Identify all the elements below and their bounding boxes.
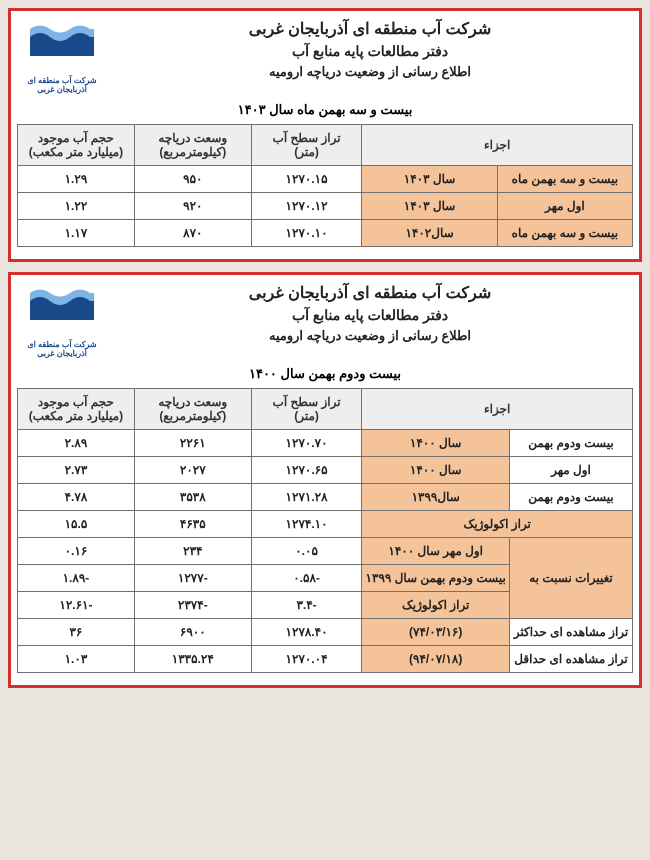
col-area: وسعت دریاچه (کیلومترمربع) <box>134 389 251 430</box>
panel2-table: اجزاء تراز سطح آب (متر) وسعت دریاچه (کیل… <box>17 388 633 673</box>
table-row: بیست ودوم بهمنسال ۱۴۰۰۱۲۷۰.۷۰۲۲۶۱۲.۸۹ <box>18 430 633 457</box>
subject-title: اطلاع رسانی از وضعیت دریاچه ارومیه <box>107 328 633 344</box>
panel-1403: شرکت آب منطقه ای آذربایجان غربی شرکت آب … <box>8 8 642 262</box>
cell-level: ۱۲۷۴.۱۰ <box>251 511 362 538</box>
cell-sub: بیست ودوم بهمن سال ۱۳۹۹ <box>362 565 510 592</box>
cell-year: سال۱۴۰۲ <box>362 220 497 247</box>
water-logo-icon <box>27 19 97 69</box>
org-title: شرکت آب منطقه ای آذربایجان غربی <box>107 19 633 39</box>
panel2-date: بیست ودوم بهمن سال ۱۴۰۰ <box>17 366 633 382</box>
cell-period: تراز مشاهده ای حداکثر <box>510 619 633 646</box>
cell-sub: تراز اکولوژیک <box>362 592 510 619</box>
table-row: تراز اکولوژیک۱۲۷۴.۱۰۴۶۳۵۱۵.۵ <box>18 511 633 538</box>
cell-period: بیست و سه بهمن ماه <box>497 166 632 193</box>
cell-period: بیست ودوم بهمن <box>510 430 633 457</box>
cell-volume: ۱.۲۲ <box>18 193 135 220</box>
cell-area: -۲۳۷۴ <box>134 592 251 619</box>
cell-level: ۰.۰۵ <box>251 538 362 565</box>
cell-area: ۴۶۳۵ <box>134 511 251 538</box>
table-row: تغییرات نسبت بهاول مهر سال ۱۴۰۰۰.۰۵۲۳۴۰.… <box>18 538 633 565</box>
col-components: اجزاء <box>362 125 633 166</box>
panel2-header: شرکت آب منطقه ای آذربایجان غربی شرکت آب … <box>17 283 633 358</box>
cell-period: اول مهر <box>510 457 633 484</box>
cell-level: ۱۲۷۰.۱۰ <box>251 220 362 247</box>
cell-area: ۳۵۳۸ <box>134 484 251 511</box>
cell-level: ۱۲۷۰.۰۴ <box>251 646 362 673</box>
dept-title: دفتر مطالعات پایه منابع آب <box>107 43 633 60</box>
col-components: اجزاء <box>362 389 633 430</box>
table-row: بیست ودوم بهمنسال۱۳۹۹۱۲۷۱.۲۸۳۵۳۸۴.۷۸ <box>18 484 633 511</box>
cell-period: بیست ودوم بهمن <box>510 484 633 511</box>
cell-volume: ۱۵.۵ <box>18 511 135 538</box>
cell-year: سال ۱۴۰۳ <box>362 166 497 193</box>
table-row: اول مهرسال ۱۴۰۰۱۲۷۰.۶۵۲۰۲۷۲.۷۳ <box>18 457 633 484</box>
cell-volume: ۱.۲۹ <box>18 166 135 193</box>
panel1-date: بیست و سه بهمن ماه سال ۱۴۰۳ <box>17 102 633 118</box>
cell-level: ۱۲۷۰.۷۰ <box>251 430 362 457</box>
cell-period: بیست و سه بهمن ماه <box>497 220 632 247</box>
cell-volume: ۰.۱۶ <box>18 538 135 565</box>
cell-volume: ۳۶ <box>18 619 135 646</box>
cell-level: ۱۲۷۰.۶۵ <box>251 457 362 484</box>
cell-volume: ۲.۷۳ <box>18 457 135 484</box>
logo-caption: شرکت آب منطقه ای آذربایجان غربی <box>17 76 107 94</box>
table-row: اول مهرسال ۱۴۰۳۱۲۷۰.۱۲۹۲۰۱.۲۲ <box>18 193 633 220</box>
cell-area: ۱۳۳۵.۲۴ <box>134 646 251 673</box>
cell-group: تغییرات نسبت به <box>510 538 633 619</box>
cell-year: سال ۱۴۰۳ <box>362 193 497 220</box>
org-title: شرکت آب منطقه ای آذربایجان غربی <box>107 283 633 303</box>
table-row: تراز مشاهده ای حداکثر(۷۴/۰۳/۱۶)۱۲۷۸.۴۰۶۹… <box>18 619 633 646</box>
org-logo: شرکت آب منطقه ای آذربایجان غربی <box>17 19 107 94</box>
cell-year: سال ۱۴۰۰ <box>362 430 510 457</box>
panel1-titles: شرکت آب منطقه ای آذربایجان غربی دفتر مطا… <box>107 19 633 84</box>
cell-level: ۱۲۷۱.۲۸ <box>251 484 362 511</box>
cell-sub: اول مهر سال ۱۴۰۰ <box>362 538 510 565</box>
table-row: تراز مشاهده ای حداقل(۹۴/۰۷/۱۸)۱۲۷۰.۰۴۱۳۳… <box>18 646 633 673</box>
cell-area: ۶۹۰۰ <box>134 619 251 646</box>
table-row: بیست و سه بهمن ماهسال۱۴۰۲۱۲۷۰.۱۰۸۷۰۱.۱۷ <box>18 220 633 247</box>
cell-volume: ۲.۸۹ <box>18 430 135 457</box>
cell-level: ۱۲۷۰.۱۲ <box>251 193 362 220</box>
cell-level: -۰.۵۸ <box>251 565 362 592</box>
cell-year: (۷۴/۰۳/۱۶) <box>362 619 510 646</box>
subject-title: اطلاع رسانی از وضعیت دریاچه ارومیه <box>107 64 633 80</box>
cell-volume: -۱۲.۶۱ <box>18 592 135 619</box>
water-logo-icon <box>27 283 97 333</box>
col-volume: حجم آب موجود (میلیارد متر مکعب) <box>18 125 135 166</box>
cell-area: ۲۰۲۷ <box>134 457 251 484</box>
cell-area: ۲۳۴ <box>134 538 251 565</box>
col-level: تراز سطح آب (متر) <box>251 125 362 166</box>
cell-period: تراز مشاهده ای حداقل <box>510 646 633 673</box>
cell-volume: ۱.۱۷ <box>18 220 135 247</box>
cell-level: ۱۲۷۸.۴۰ <box>251 619 362 646</box>
dept-title: دفتر مطالعات پایه منابع آب <box>107 307 633 324</box>
org-logo: شرکت آب منطقه ای آذربایجان غربی <box>17 283 107 358</box>
panel1-header: شرکت آب منطقه ای آذربایجان غربی شرکت آب … <box>17 19 633 94</box>
cell-level: ۱۲۷۰.۱۵ <box>251 166 362 193</box>
cell-period: اول مهر <box>497 193 632 220</box>
cell-volume: ۱.۰۳ <box>18 646 135 673</box>
col-area: وسعت دریاچه (کیلومترمربع) <box>134 125 251 166</box>
cell-year: سال۱۳۹۹ <box>362 484 510 511</box>
cell-area: ۲۲۶۱ <box>134 430 251 457</box>
logo-caption: شرکت آب منطقه ای آذربایجان غربی <box>17 340 107 358</box>
cell-area: ۹۵۰ <box>134 166 251 193</box>
cell-area: ۸۷۰ <box>134 220 251 247</box>
cell-level: -۳.۴ <box>251 592 362 619</box>
cell-area: -۱۲۷۷ <box>134 565 251 592</box>
panel-1400: شرکت آب منطقه ای آذربایجان غربی شرکت آب … <box>8 272 642 688</box>
cell-volume: -۱.۸۹ <box>18 565 135 592</box>
table-row: بیست و سه بهمن ماهسال ۱۴۰۳۱۲۷۰.۱۵۹۵۰۱.۲۹ <box>18 166 633 193</box>
cell-area: ۹۲۰ <box>134 193 251 220</box>
cell-year: (۹۴/۰۷/۱۸) <box>362 646 510 673</box>
panel2-titles: شرکت آب منطقه ای آذربایجان غربی دفتر مطا… <box>107 283 633 348</box>
panel1-table: اجزاء تراز سطح آب (متر) وسعت دریاچه (کیل… <box>17 124 633 247</box>
col-volume: حجم آب موجود (میلیارد متر مکعب) <box>18 389 135 430</box>
cell-year: سال ۱۴۰۰ <box>362 457 510 484</box>
cell-volume: ۴.۷۸ <box>18 484 135 511</box>
col-level: تراز سطح آب (متر) <box>251 389 362 430</box>
cell-span: تراز اکولوژیک <box>362 511 633 538</box>
